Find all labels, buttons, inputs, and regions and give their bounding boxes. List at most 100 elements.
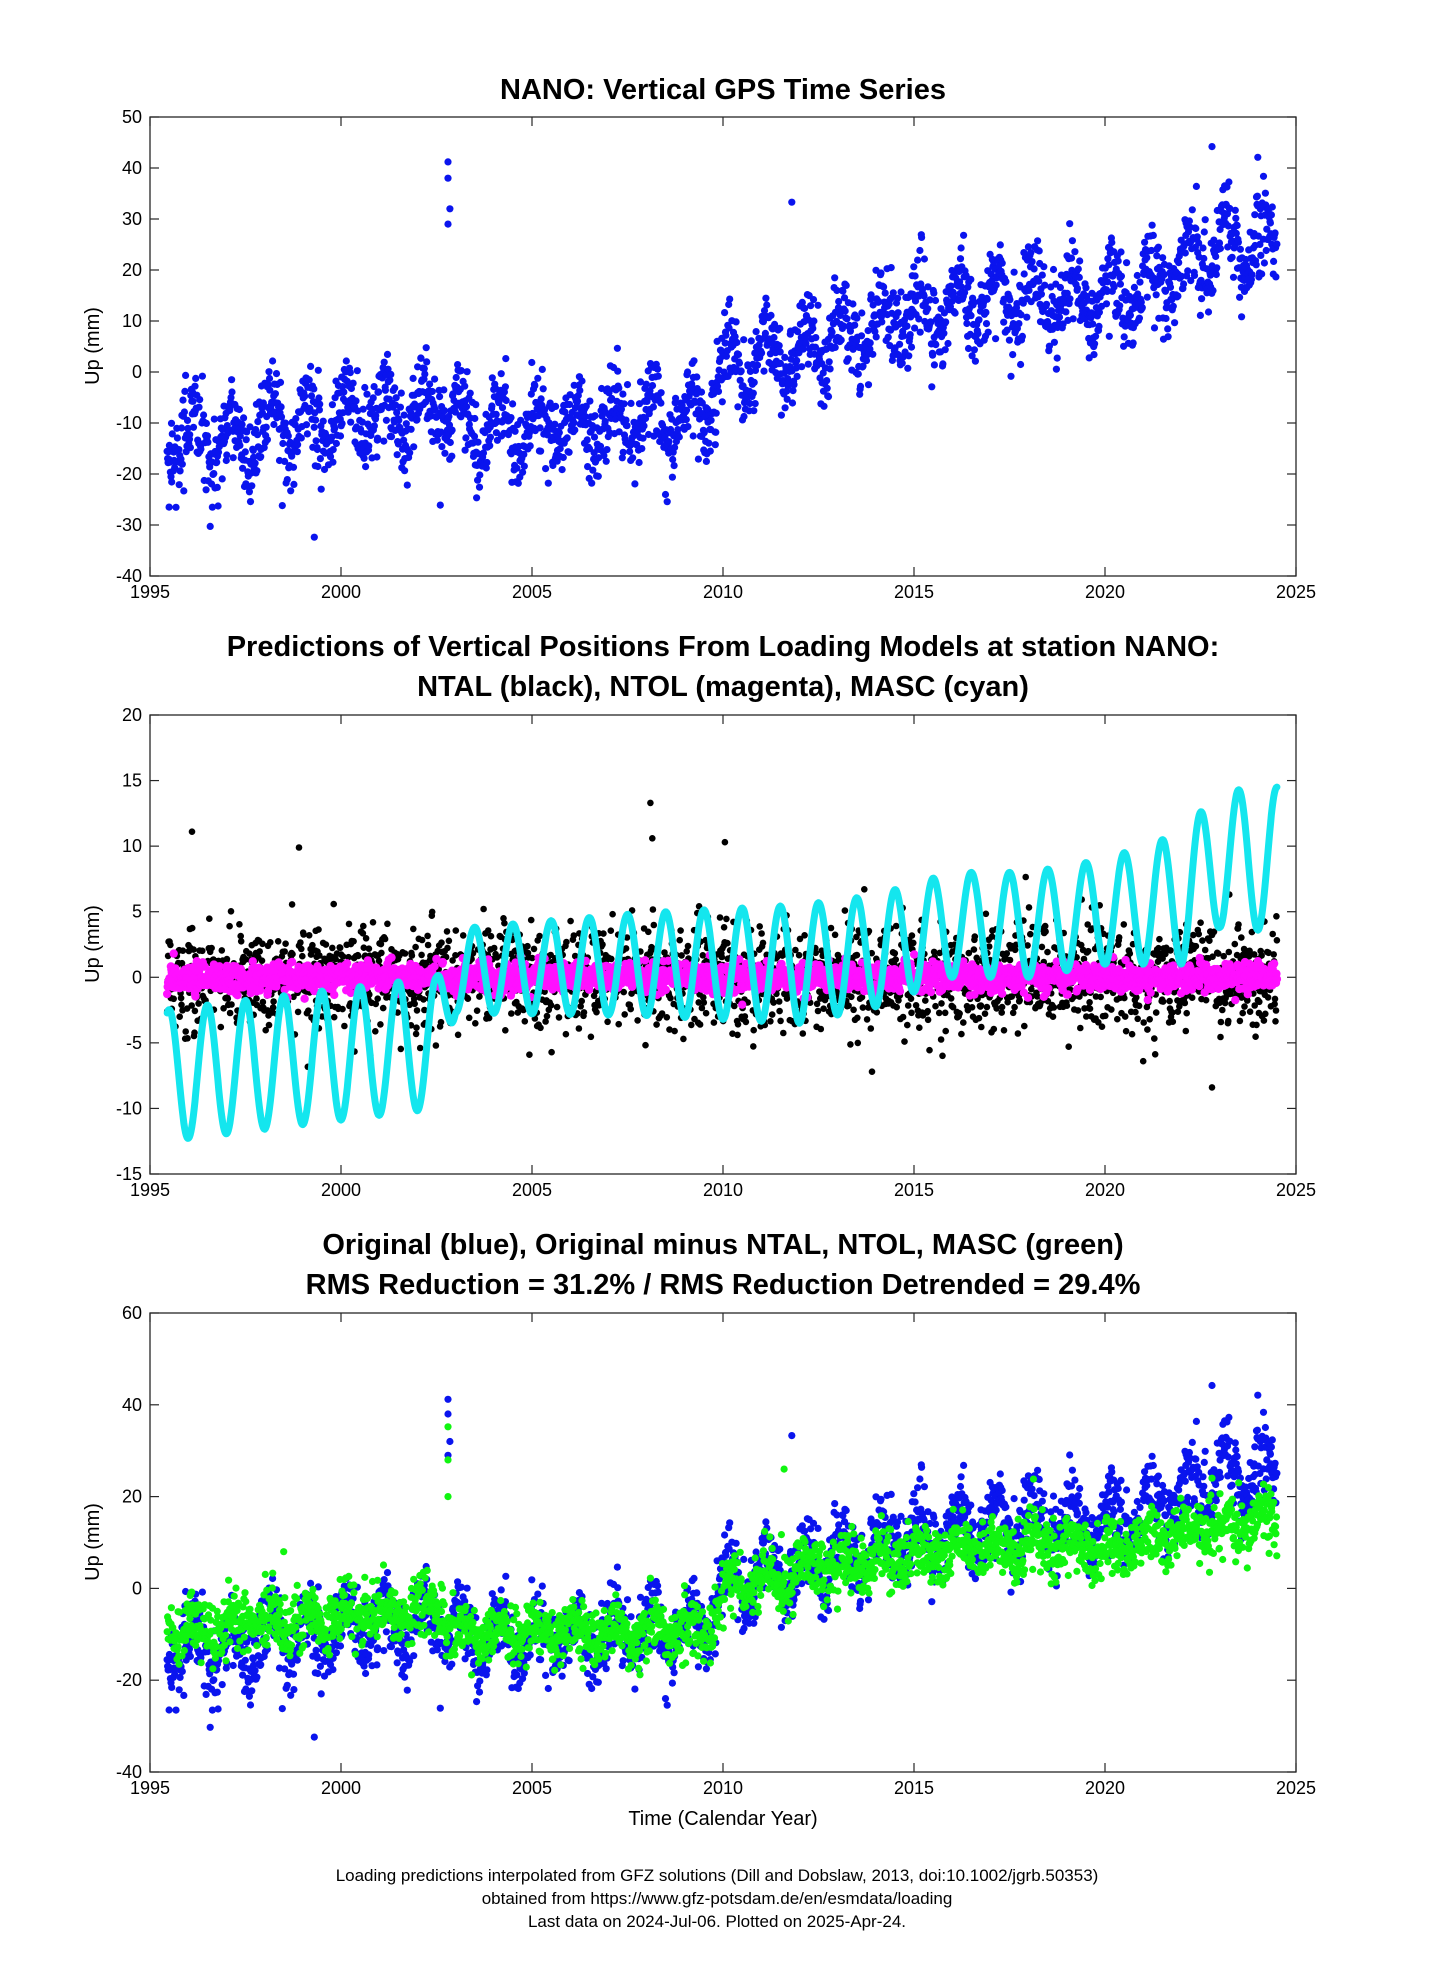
gps-point [862,357,871,365]
ntal-point [676,936,683,944]
gps-point [1257,251,1265,259]
ntal-point [653,1021,660,1028]
gps-point [869,350,877,358]
ntal-point [1167,947,1174,954]
gps-point [877,269,885,277]
gps-point [369,394,377,402]
ntal-point [892,922,900,930]
gps-point [192,374,200,382]
gps-point [589,466,597,474]
gps-point [565,448,573,456]
ntal-point [1273,913,1280,920]
gps-point [305,376,313,384]
ntal-point [677,927,684,934]
ntal-point [289,950,296,958]
gps-point [246,498,255,506]
ntal-point [459,932,467,939]
ntal-point [973,954,980,962]
ntal-point [916,1024,923,1031]
ntal-point [621,1011,628,1018]
gps-point [775,342,783,350]
gps-point [629,454,637,462]
ntal-point [599,941,606,948]
gps-point [707,416,715,424]
gps-point [828,328,836,336]
gps-point [352,397,360,405]
ntal-point [444,944,451,952]
ntal-point [520,1006,527,1014]
gps-point [792,364,800,372]
gps-point [509,400,517,408]
gps-point [178,424,186,432]
gps-point [307,392,316,400]
ntal-point [622,945,630,952]
gps-point [542,465,550,473]
gps-point [195,403,203,411]
gps-point [942,318,950,326]
gps-point [1123,259,1131,267]
ntal-point [716,914,724,921]
gps-point [448,452,456,460]
ntal-point [410,995,418,1002]
gps-point [344,408,352,416]
gps-point [1105,332,1113,340]
gps-point [1169,302,1177,310]
ntal-point [432,1042,440,1049]
gps-point [824,393,833,401]
ntal-point [1006,956,1014,964]
gps-point [1095,322,1103,330]
gps-point [242,436,250,444]
ntal-point [1000,1027,1008,1034]
gps-point [939,360,947,368]
gps-point [961,289,969,297]
gps-point [479,449,488,457]
ntal-point [1209,953,1216,960]
gps-point [1161,287,1170,295]
x-tick-label: 2025 [1276,582,1316,602]
ntal-point [528,954,536,962]
gps-point [682,406,691,414]
gps-point [674,426,682,434]
gps-point [759,318,768,326]
gps-point [1148,221,1156,229]
ntal-point [899,1013,907,1021]
ntal-point [411,1000,419,1008]
ntal-point [1144,1026,1151,1033]
gps-point [840,294,849,302]
gps-point [320,465,329,474]
gps-point [864,381,873,389]
gps-point [454,361,462,369]
gps-point [448,426,456,434]
gps-point [319,417,327,425]
gps-point [1010,268,1018,276]
gps-point [254,418,262,426]
gps-point [649,403,657,411]
ntal-point [490,944,498,952]
y-tick-label: 40 [122,158,142,178]
gps-point [826,365,834,373]
ntal-point [413,1024,420,1031]
gps-point [1040,263,1048,271]
gps-point [380,437,388,445]
gps-point [326,453,335,461]
gps-point [293,448,301,456]
ntal-point [847,1041,854,1048]
gps-point [395,416,403,424]
gps-point [312,416,320,424]
gps-point [338,419,346,428]
ntal-point [812,949,819,957]
ntal-point [339,1005,346,1013]
gps-point [1232,214,1240,222]
ntal-point [901,1038,908,1045]
gps-point [964,344,973,353]
ntal-point [854,1039,862,1047]
ntal-point [524,942,531,950]
gps-outlier-point [444,158,452,166]
gps-point [1164,325,1172,333]
ntal-point [827,924,835,932]
gps-point [1073,284,1082,292]
gps-point [407,425,415,433]
ntal-point [330,900,337,908]
ntal-point [329,944,336,952]
gps-point [984,328,992,336]
